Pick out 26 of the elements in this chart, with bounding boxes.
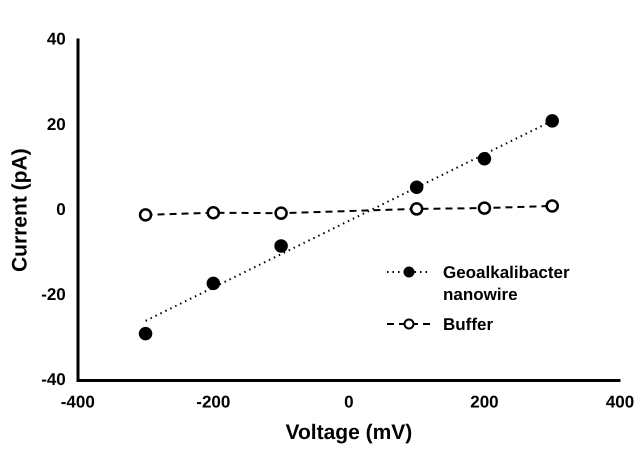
y-tick-label: 40 — [46, 30, 66, 49]
legend-label: Geoalkalibacter nanowire — [443, 262, 571, 306]
legend-label: Buffer — [443, 314, 494, 336]
y-tick-label: 0 — [56, 200, 66, 219]
point — [478, 201, 492, 215]
x-tick-label: 200 — [470, 392, 499, 412]
y-tick-label: -40 — [41, 370, 66, 390]
point — [545, 114, 559, 128]
point — [138, 208, 152, 222]
point — [478, 152, 492, 166]
point — [410, 180, 424, 194]
point — [274, 206, 288, 220]
point — [206, 206, 220, 220]
point — [545, 199, 559, 213]
x-tick-label: -200 — [196, 392, 230, 412]
y-tick-label: 20 — [46, 114, 66, 134]
point — [138, 326, 152, 340]
x-tick-label: 0 — [344, 392, 354, 412]
point — [206, 276, 220, 290]
x-tick-label: -400 — [60, 392, 95, 412]
point — [410, 202, 424, 216]
y-tick-label: -20 — [41, 284, 66, 304]
x-axis-title: Voltage (mV) — [285, 421, 412, 444]
y-axis-title: Current (pA) — [8, 148, 32, 272]
point — [274, 239, 288, 253]
x-tick-label: 400 — [606, 392, 634, 412]
